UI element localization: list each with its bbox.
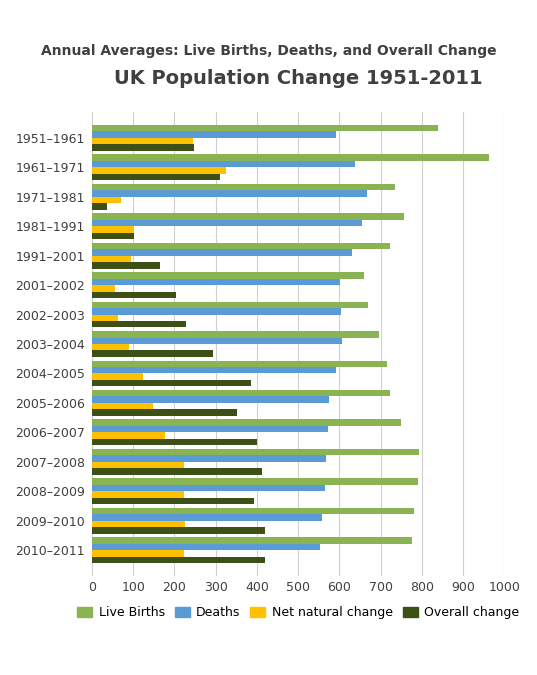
- Bar: [92, 544, 320, 550]
- Bar: [92, 419, 401, 426]
- Bar: [92, 203, 107, 209]
- Bar: [92, 498, 253, 504]
- Bar: [92, 272, 364, 279]
- Bar: [92, 485, 325, 491]
- Bar: [92, 468, 262, 475]
- Bar: [92, 449, 418, 456]
- Bar: [92, 344, 129, 350]
- Bar: [92, 508, 415, 514]
- Bar: [92, 167, 226, 173]
- Bar: [92, 439, 257, 446]
- Title: UK Population Change 1951-2011: UK Population Change 1951-2011: [114, 69, 482, 88]
- Bar: [92, 367, 336, 373]
- Bar: [92, 456, 326, 462]
- Bar: [92, 380, 251, 386]
- Bar: [92, 331, 379, 338]
- Bar: [92, 190, 367, 196]
- Bar: [92, 173, 220, 180]
- Bar: [92, 242, 390, 249]
- Bar: [92, 321, 186, 327]
- Bar: [92, 256, 130, 262]
- Bar: [92, 426, 328, 433]
- Bar: [92, 262, 160, 269]
- Bar: [92, 390, 390, 396]
- Bar: [92, 161, 355, 167]
- Bar: [92, 433, 165, 439]
- Bar: [92, 226, 134, 233]
- Bar: [92, 196, 121, 203]
- Bar: [92, 396, 329, 403]
- Bar: [92, 302, 368, 308]
- Text: Annual Averages: Live Births, Deaths, and Overall Change: Annual Averages: Live Births, Deaths, an…: [41, 44, 496, 58]
- Bar: [92, 285, 115, 292]
- Bar: [92, 219, 362, 226]
- Bar: [92, 154, 489, 161]
- Bar: [92, 213, 404, 219]
- Bar: [92, 557, 265, 563]
- Bar: [92, 521, 185, 527]
- Bar: [92, 491, 184, 498]
- Bar: [92, 279, 340, 285]
- Legend: Live Births, Deaths, Net natural change, Overall change: Live Births, Deaths, Net natural change,…: [72, 601, 524, 624]
- Bar: [92, 184, 395, 190]
- Bar: [92, 360, 387, 367]
- Bar: [92, 233, 134, 239]
- Bar: [92, 350, 213, 357]
- Bar: [92, 131, 337, 138]
- Bar: [92, 403, 153, 410]
- Bar: [92, 292, 176, 298]
- Bar: [92, 514, 322, 521]
- Bar: [92, 462, 184, 468]
- Bar: [92, 144, 194, 151]
- Bar: [92, 125, 438, 131]
- Bar: [92, 315, 118, 321]
- Bar: [92, 527, 265, 534]
- Bar: [92, 550, 184, 557]
- Bar: [92, 338, 342, 344]
- Bar: [92, 410, 237, 416]
- Bar: [92, 308, 342, 315]
- Bar: [92, 138, 193, 144]
- Bar: [92, 479, 418, 485]
- Bar: [92, 373, 143, 380]
- Bar: [92, 537, 412, 544]
- Bar: [92, 249, 352, 256]
